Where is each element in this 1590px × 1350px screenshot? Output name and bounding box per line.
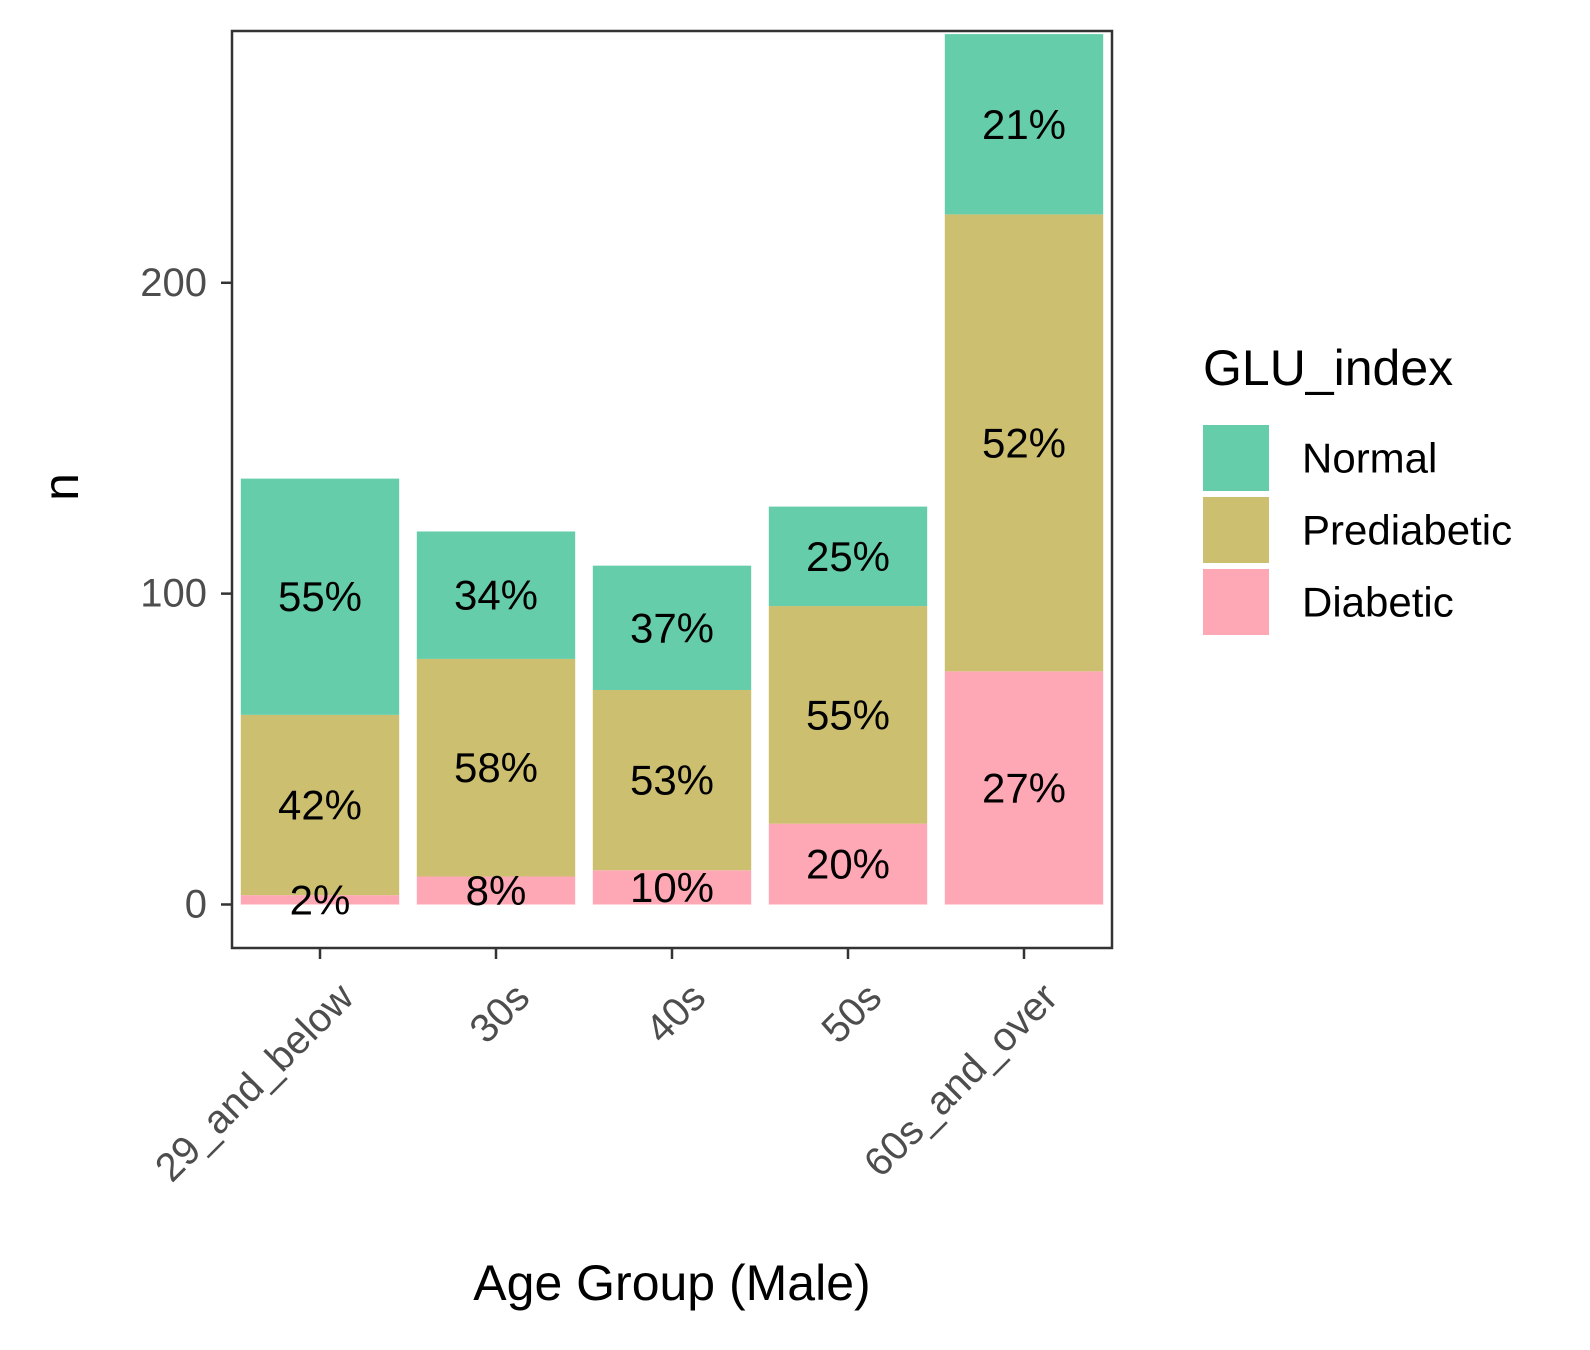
- y-tick-label: 200: [140, 261, 207, 305]
- bar-diabetic-29_and_below: [240, 895, 400, 905]
- data-label-prediabetic-50s: 55%: [806, 691, 890, 738]
- bar-prediabetic-40s: [592, 689, 752, 871]
- x-axis-title: Age Group (Male): [473, 1255, 870, 1311]
- y-tick-label: 0: [185, 882, 207, 926]
- data-label-diabetic-29_and_below: 2%: [290, 876, 351, 923]
- bar-normal-30s: [416, 531, 576, 659]
- y-axis-title: n: [33, 473, 89, 501]
- legend-key-prediabetic: [1203, 497, 1269, 563]
- data-label-normal-60s_and_over: 21%: [982, 101, 1066, 148]
- data-label-normal-40s: 37%: [630, 604, 714, 651]
- legend-label-prediabetic: Prediabetic: [1302, 507, 1512, 554]
- x-tick-label: 29_and_below: [147, 975, 362, 1190]
- legend: GLU_index Normal Prediabetic Diabetic: [1203, 340, 1512, 635]
- bar-diabetic-50s: [768, 823, 928, 905]
- bar-normal-40s: [592, 565, 752, 690]
- bar-prediabetic-50s: [768, 606, 928, 824]
- bar-labels-layer: 2% 42% 55% 8% 58% 34% 10% 53% 37% 20% 55% 25% 27% 52%…: [278, 101, 1066, 924]
- data-label-diabetic-50s: 20%: [806, 841, 890, 888]
- bar-normal-29_and_below: [240, 478, 400, 715]
- data-label-normal-30s: 34%: [454, 572, 538, 619]
- legend-key-normal: [1203, 425, 1269, 491]
- data-label-prediabetic-40s: 53%: [630, 757, 714, 804]
- bar-prediabetic-30s: [416, 658, 576, 877]
- x-tick-label: 40s: [637, 975, 714, 1052]
- legend-key-diabetic: [1203, 569, 1269, 635]
- data-label-diabetic-60s_and_over: 27%: [982, 764, 1066, 811]
- bar-normal-60s_and_over: [944, 34, 1104, 215]
- bar-prediabetic-60s_and_over: [944, 214, 1104, 672]
- bar-diabetic-60s_and_over: [944, 671, 1104, 905]
- bar-diabetic-40s: [592, 870, 752, 905]
- data-label-diabetic-30s: 8%: [466, 867, 527, 914]
- x-tick-label: 50s: [813, 975, 890, 1052]
- legend-label-normal: Normal: [1302, 435, 1437, 482]
- bar-normal-50s: [768, 506, 928, 607]
- y-axis: 0 100 200: [140, 261, 232, 926]
- legend-label-diabetic: Diabetic: [1302, 579, 1454, 626]
- bar-prediabetic-29_and_below: [240, 714, 400, 896]
- data-label-prediabetic-30s: 58%: [454, 744, 538, 791]
- bars-layer: [240, 34, 1104, 905]
- x-tick-label: 30s: [461, 975, 538, 1052]
- data-label-normal-50s: 25%: [806, 533, 890, 580]
- bar-diabetic-30s: [416, 876, 576, 905]
- data-label-prediabetic-29_and_below: 42%: [278, 782, 362, 829]
- data-label-normal-29_and_below: 55%: [278, 573, 362, 620]
- legend-title: GLU_index: [1203, 340, 1453, 396]
- data-label-diabetic-40s: 10%: [630, 864, 714, 911]
- data-label-prediabetic-60s_and_over: 52%: [982, 419, 1066, 466]
- y-tick-label: 100: [140, 572, 207, 616]
